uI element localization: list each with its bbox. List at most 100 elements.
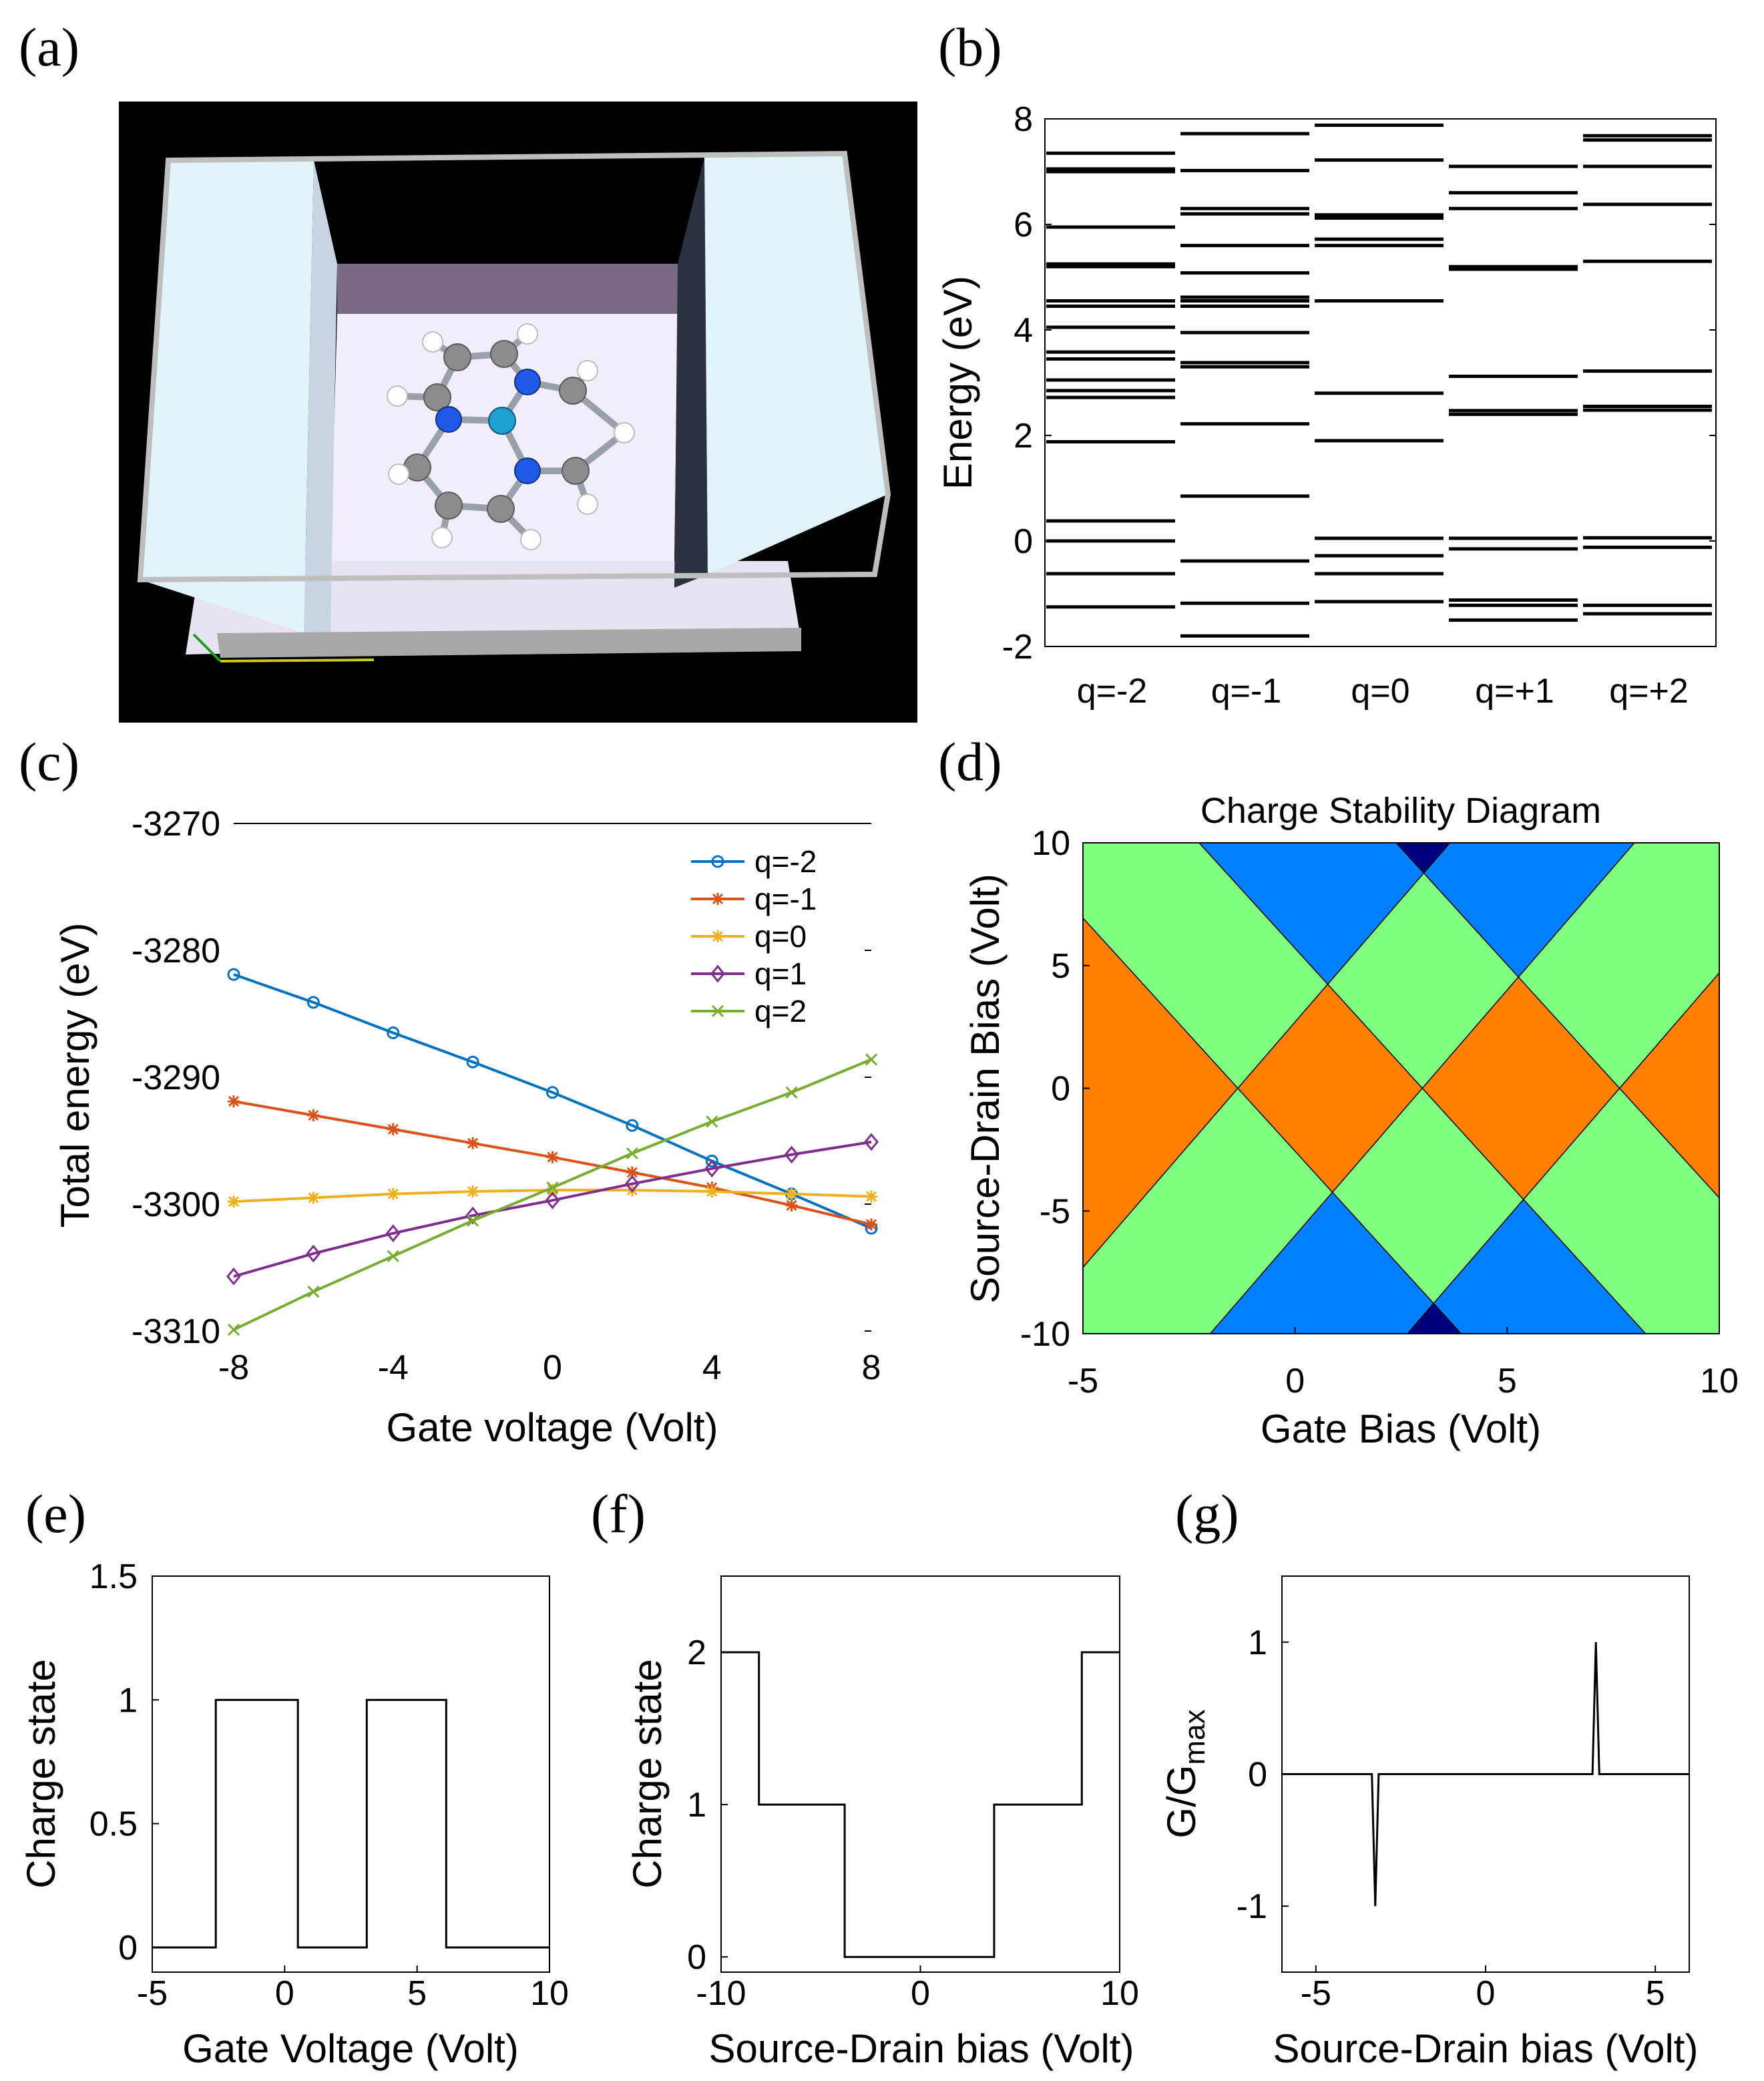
carbon-atom bbox=[559, 377, 587, 405]
y-tick-label-c: -3310 bbox=[132, 1312, 220, 1351]
data-point bbox=[387, 1026, 400, 1039]
data-point bbox=[704, 1159, 720, 1178]
carbon-atom bbox=[435, 492, 463, 520]
conductance-line-g bbox=[1282, 1642, 1689, 1907]
x-axis-label-g: Source-Drain bias (Volt) bbox=[1273, 2026, 1699, 2071]
y-axis-label-g-main: G/G bbox=[1159, 1765, 1204, 1839]
x-tick-label-c: 4 bbox=[702, 1348, 722, 1387]
panel-label-f: (f) bbox=[591, 1483, 646, 1544]
data-point bbox=[467, 1214, 479, 1227]
data-point bbox=[546, 1181, 559, 1194]
data-point bbox=[307, 1191, 320, 1204]
x-tick-label: 0 bbox=[1476, 1974, 1496, 2013]
x-tick-label-d: -5 bbox=[1068, 1362, 1098, 1400]
y-tick-label: 1 bbox=[1248, 1624, 1267, 1662]
hydrogen-atom bbox=[387, 385, 408, 407]
carbon-atom bbox=[490, 340, 518, 368]
data-point bbox=[626, 1147, 638, 1160]
energy-level-chart: q=-2 q=-1 q=0 q=+1 q=+2 -2 0 2 4 6 8 Energy (eV) bbox=[935, 100, 1717, 711]
y-tick-label-b: 0 bbox=[1014, 522, 1033, 561]
x-tick-label-c: 8 bbox=[862, 1348, 881, 1387]
y-tick-label: 1 bbox=[118, 1681, 138, 1720]
carbon-atom bbox=[487, 495, 515, 523]
chart-title-d: Charge Stability Diagram bbox=[1200, 791, 1601, 831]
charge-state-line-e bbox=[152, 1698, 549, 1949]
hydrogen-atom bbox=[517, 323, 538, 345]
axis-x-indicator bbox=[192, 633, 222, 663]
x-axis-label-d: Gate Bias (Volt) bbox=[1261, 1406, 1541, 1451]
data-point bbox=[785, 1086, 798, 1099]
y-tick-label-b: 4 bbox=[1014, 311, 1033, 350]
legend-label: q=1 bbox=[754, 956, 807, 991]
x-tick-label: -10 bbox=[696, 1974, 746, 2013]
data-point bbox=[466, 1055, 479, 1069]
left-electrode-side bbox=[304, 160, 337, 633]
y-axis-label-g: G/Gmax bbox=[1159, 1709, 1211, 1838]
hydrogen-atom bbox=[577, 494, 598, 515]
data-point bbox=[465, 1206, 481, 1225]
nitrogen-atom bbox=[435, 406, 462, 433]
y-tick-label-d: -5 bbox=[1040, 1192, 1070, 1231]
hydrogen-atom bbox=[422, 331, 443, 353]
y-tick-label: 2 bbox=[687, 1634, 706, 1672]
y-tick-label-b: 8 bbox=[1014, 100, 1033, 139]
y-tick-label-c: -3290 bbox=[132, 1059, 220, 1097]
data-point bbox=[865, 1218, 877, 1231]
data-point bbox=[705, 1154, 718, 1167]
data-point bbox=[864, 1133, 879, 1151]
carbon-atom bbox=[443, 343, 471, 371]
data-point bbox=[228, 1095, 240, 1108]
y-axis-label-b: Energy (eV) bbox=[935, 276, 980, 490]
hydrogen-atom bbox=[388, 463, 409, 485]
left-electrode bbox=[140, 160, 314, 633]
coulomb-diamond-edge bbox=[1083, 843, 1451, 1268]
panel-label-c: (c) bbox=[19, 731, 79, 792]
y-tick-label-b: -2 bbox=[1002, 628, 1033, 667]
nitrogen-atom bbox=[514, 369, 541, 395]
series-line-q=1 bbox=[233, 1140, 872, 1278]
x-axis-label-c: Gate voltage (Volt) bbox=[387, 1405, 718, 1450]
panel-label-g: (g) bbox=[1175, 1483, 1239, 1544]
data-point bbox=[467, 1137, 479, 1149]
data-point bbox=[546, 1184, 559, 1197]
data-point bbox=[306, 1244, 321, 1263]
x-axis-label-e: Gate Voltage (Volt) bbox=[182, 2026, 519, 2071]
x-tick-label-d: 10 bbox=[1700, 1362, 1739, 1400]
y-tick-label-c: -3280 bbox=[132, 932, 220, 970]
x-tick-label: 0 bbox=[911, 1974, 930, 2013]
data-point bbox=[546, 1086, 559, 1099]
data-point bbox=[712, 893, 724, 905]
coulomb-diamond-edge bbox=[1198, 843, 1646, 1334]
x-tick-label: 10 bbox=[530, 1974, 569, 2013]
legend-label: q=-2 bbox=[754, 844, 817, 879]
category-label: q=-1 bbox=[1211, 672, 1282, 711]
data-point bbox=[626, 1166, 638, 1179]
simulation-box bbox=[137, 150, 891, 583]
x-tick-label: 10 bbox=[1100, 1974, 1139, 2013]
data-point bbox=[785, 1199, 798, 1211]
data-point bbox=[385, 1224, 401, 1243]
category-label: q=0 bbox=[1351, 672, 1409, 711]
category-label: q=-2 bbox=[1077, 672, 1148, 711]
data-point bbox=[546, 1151, 559, 1163]
data-point bbox=[306, 996, 320, 1009]
x-axis-label-f: Source-Drain bias (Volt) bbox=[709, 2026, 1134, 2071]
legend-label: q=-1 bbox=[754, 882, 817, 916]
data-point bbox=[624, 1175, 640, 1193]
y-tick-label-d: 10 bbox=[1032, 824, 1070, 863]
axis-y-indicator bbox=[220, 658, 375, 663]
y-tick-label: 0.5 bbox=[89, 1805, 138, 1844]
hydrogen-atom bbox=[577, 360, 598, 381]
data-point bbox=[227, 968, 240, 981]
y-tick-label-c: -3300 bbox=[132, 1185, 220, 1224]
data-point bbox=[545, 1191, 560, 1209]
data-point bbox=[467, 1185, 479, 1197]
x-tick-label: -5 bbox=[137, 1974, 168, 2013]
y-tick-label: 1.5 bbox=[89, 1557, 138, 1596]
y-axis-label-f: Charge state bbox=[625, 1659, 670, 1889]
panel-label-a: (a) bbox=[19, 17, 79, 77]
panel-label-e: (e) bbox=[25, 1483, 86, 1544]
data-point bbox=[706, 1185, 718, 1197]
